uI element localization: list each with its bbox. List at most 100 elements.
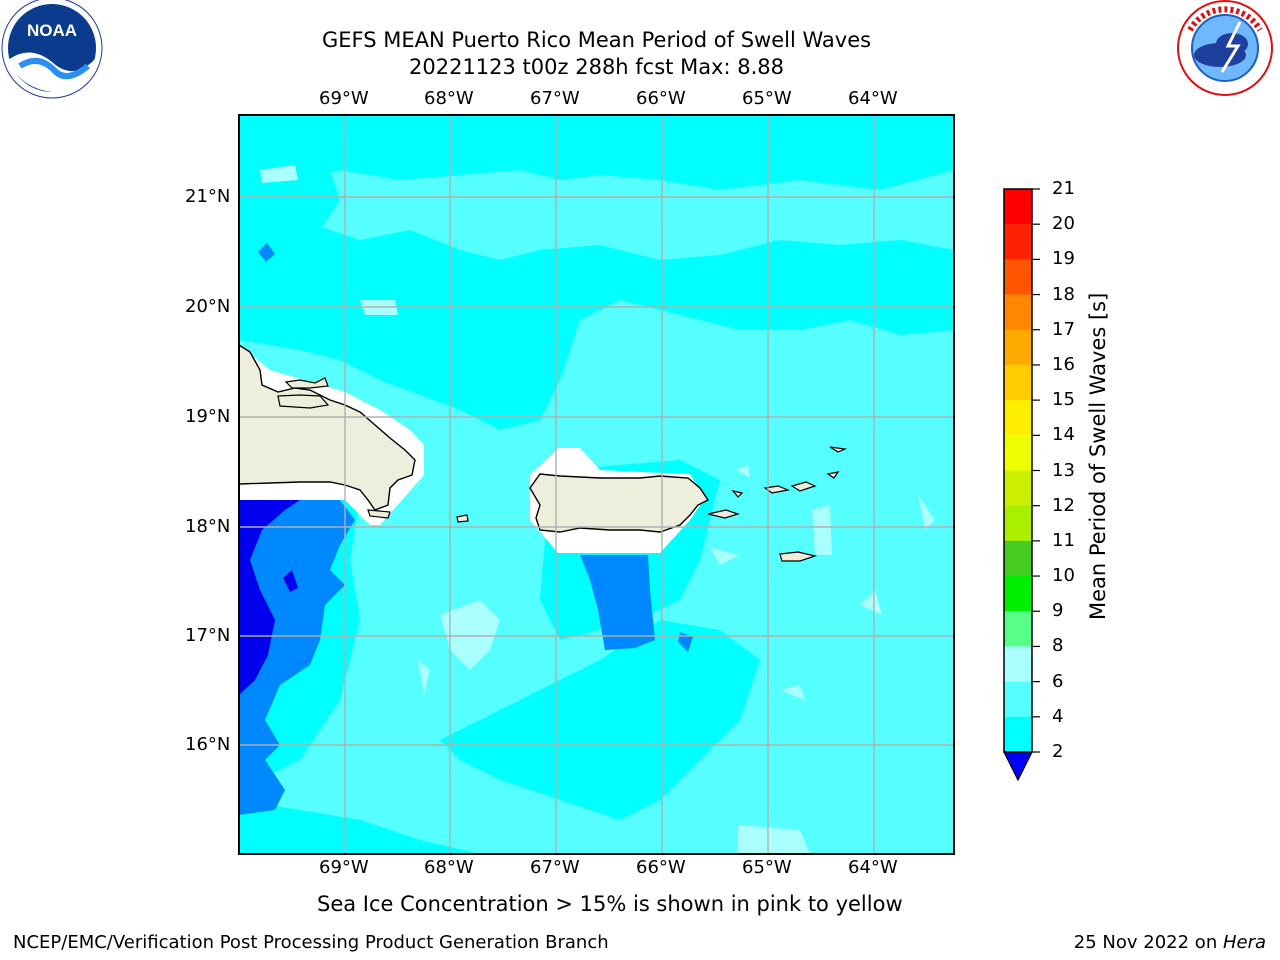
- tortola-island: [790, 481, 817, 492]
- colorbar-tick-label: 20: [1052, 213, 1075, 235]
- colorbar-tick-label: 19: [1052, 248, 1075, 270]
- lat-label-left: 16°N: [185, 734, 231, 755]
- colorbar-segment: [1004, 294, 1032, 331]
- footer-date: 25 Nov 2022 on Hera: [1074, 933, 1266, 953]
- colorbar-tick-label: 15: [1052, 389, 1075, 411]
- st-thomas-island: [763, 485, 791, 494]
- noaa-logo-text: NOAA: [27, 21, 77, 40]
- sea-ice-caption: Sea Ice Concentration > 15% is shown in …: [317, 892, 903, 916]
- field-8-9: [418, 660, 430, 695]
- lon-label-bottom: 66°W: [636, 857, 686, 878]
- colorbar-tick-label: 4: [1052, 705, 1064, 727]
- colorbar-tick-label: 6: [1052, 670, 1064, 692]
- vieques-island: [707, 509, 740, 519]
- lon-label-top: 66°W: [636, 88, 686, 109]
- nws-logo-icon: [1177, 0, 1273, 96]
- colorbar-tick-label: 17: [1052, 318, 1075, 340]
- field-8-9: [440, 600, 500, 670]
- field-8-9: [812, 505, 832, 555]
- colorbar-tick-label: 10: [1052, 565, 1075, 587]
- colorbar-segment: [1004, 435, 1032, 471]
- colorbar-tick-label: 21: [1052, 178, 1075, 199]
- colorbar-title: Mean Period of Swell Waves [s]: [1086, 292, 1110, 620]
- footer-credit: NCEP/EMC/Verification Post Processing Pr…: [13, 932, 609, 953]
- chart-title-line2: 20221123 t00z 288h fcst Max: 8.88: [409, 55, 784, 79]
- lat-label-left: 18°N: [185, 516, 231, 537]
- footer-host: Hera: [1222, 932, 1266, 953]
- hispaniola-land: [239, 344, 416, 511]
- field-4-6: [440, 620, 760, 820]
- colorbar-segment: [1004, 329, 1032, 366]
- lon-label-bottom: 67°W: [530, 857, 580, 878]
- lon-label-bottom: 69°W: [319, 857, 369, 878]
- field-8-9: [738, 825, 810, 854]
- colorbar-segment: [1004, 681, 1032, 718]
- colorbar-segment: [1004, 611, 1032, 647]
- map-frame: [238, 114, 955, 855]
- field-4-6: [239, 210, 954, 430]
- lon-label-top: 68°W: [424, 88, 474, 109]
- colorbar-segment: [1004, 259, 1032, 296]
- colorbar-segment: [1004, 716, 1032, 753]
- lon-label-bottom: 64°W: [848, 857, 898, 878]
- colorbar-tick-label: 14: [1052, 424, 1075, 446]
- map-gridlines: [239, 115, 954, 854]
- colorbar-segment: [1004, 400, 1032, 436]
- field-8-9: [260, 165, 298, 183]
- colorbar-tick-label: 18: [1052, 283, 1075, 305]
- lon-label-bottom: 65°W: [742, 857, 792, 878]
- colorbar-segment: [1004, 576, 1032, 612]
- colorbar-tick-label: 13: [1052, 459, 1075, 481]
- field-4-6: [239, 115, 954, 190]
- mona-island: [456, 514, 469, 523]
- colorbar-tick-label: 16: [1052, 353, 1075, 375]
- noaa-logo-icon: NOAA: [1, 0, 103, 99]
- anegada-island: [829, 446, 848, 453]
- puerto-rico-land: [529, 473, 710, 533]
- field-2-4: [678, 632, 693, 652]
- beata-island: [367, 509, 391, 519]
- colorbar-segment: [1004, 646, 1032, 683]
- field-2-4: [258, 243, 275, 262]
- field-below-2: [283, 570, 298, 592]
- lon-label-bottom: 68°W: [424, 857, 474, 878]
- lon-label-top: 65°W: [742, 88, 792, 109]
- lat-label-left: 19°N: [185, 406, 231, 427]
- colorbar-segment: [1004, 505, 1032, 542]
- colorbar-tick-label: 2: [1052, 741, 1064, 762]
- culebra-island: [731, 490, 744, 498]
- colorbar-segment: [1004, 364, 1032, 401]
- field-8-9: [780, 685, 805, 700]
- field-4-6: [239, 800, 480, 854]
- field-8-9: [710, 548, 740, 565]
- colorbar-extend-arrow: [1003, 751, 1033, 782]
- lon-label-top: 67°W: [530, 88, 580, 109]
- colorbar-segment: [1004, 470, 1032, 507]
- lat-label-left: 20°N: [185, 296, 231, 317]
- lat-label-left: 21°N: [185, 186, 231, 207]
- field-8-9: [736, 465, 750, 478]
- colorbar-segment: [1004, 224, 1032, 260]
- field-below-2: [239, 500, 300, 695]
- footer-date-text: 25 Nov 2022 on: [1073, 932, 1223, 953]
- virgin-gorda-island: [826, 471, 840, 479]
- coast-detail: [284, 377, 329, 389]
- colorbar-tick-label: 8: [1052, 635, 1064, 657]
- colorbar-segment: [1004, 540, 1032, 577]
- field-2-4: [580, 555, 655, 650]
- colorbar-tick-label: 11: [1052, 529, 1075, 551]
- field-8-9: [918, 495, 935, 530]
- lon-label-top: 64°W: [848, 88, 898, 109]
- field-8-9: [860, 590, 882, 615]
- tortuga-island: [277, 394, 330, 409]
- chart-title-line1: GEFS MEAN Puerto Rico Mean Period of Swe…: [321, 28, 872, 52]
- colorbar-segment: [1004, 189, 1032, 225]
- lon-label-top: 69°W: [319, 88, 369, 109]
- colorbar-tick-label: 12: [1052, 494, 1075, 516]
- colorbar: [1003, 188, 1040, 782]
- lat-label-left: 17°N: [185, 625, 231, 646]
- colorbar-tick-label: 9: [1052, 600, 1064, 622]
- st-croix-island: [779, 551, 818, 562]
- field-2-4: [239, 500, 355, 815]
